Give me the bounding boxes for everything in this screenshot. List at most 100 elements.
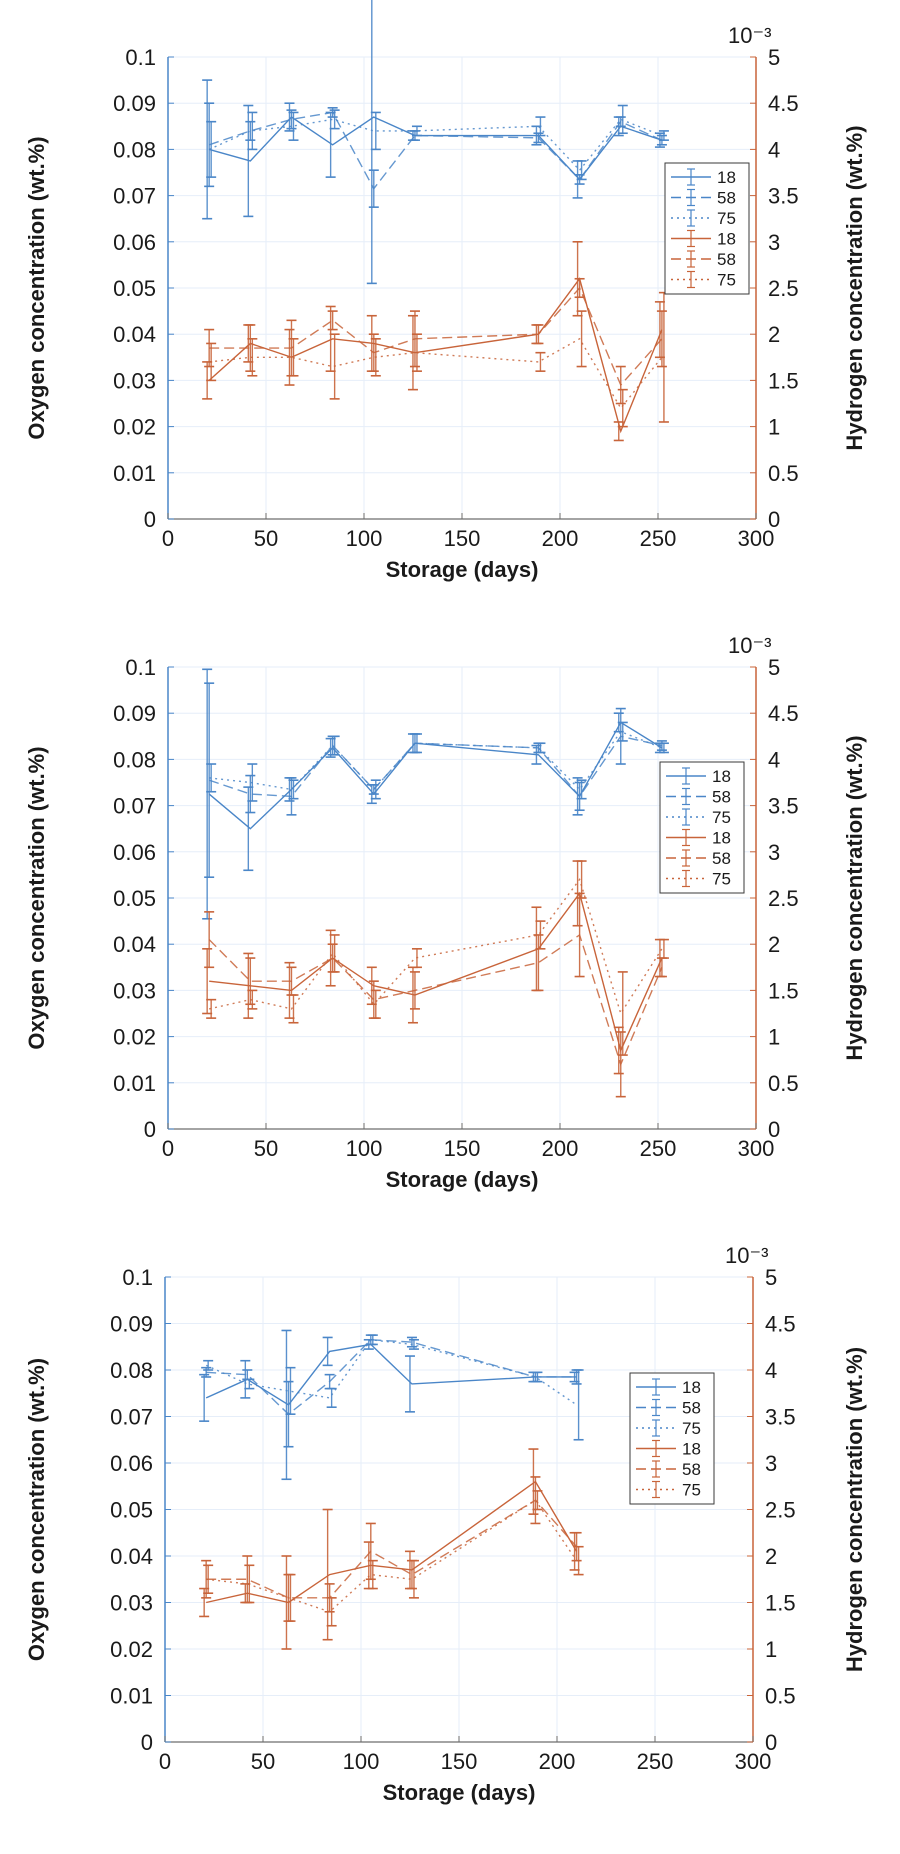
series-oxygen-18	[202, 0, 665, 285]
y-tick-label: 0.07	[113, 184, 156, 209]
x-tick-label: 50	[254, 526, 278, 551]
y-tick-label: 0	[144, 1117, 156, 1142]
legend-item: 18	[666, 767, 731, 786]
legend-item: 18	[636, 1440, 701, 1459]
y2-tick-label: 1.5	[768, 368, 799, 393]
y2-tick-label: 0	[768, 1117, 780, 1142]
legend-box	[629, 1372, 715, 1505]
series-hydrogen-75	[203, 1490, 584, 1627]
x-tick-label: 100	[346, 1136, 383, 1161]
legend-item: 75	[636, 1419, 701, 1438]
legend-label: 75	[682, 1419, 701, 1438]
series-hydrogen-75	[206, 860, 669, 1056]
y2-tick-label: 5	[765, 1265, 777, 1290]
y-tick-label: 0.09	[110, 1312, 153, 1337]
y-tick-label: 0.02	[113, 1025, 156, 1050]
x-tick-label: 200	[542, 526, 579, 551]
series-hydrogen-18	[202, 241, 665, 442]
series-line	[208, 277, 663, 434]
y2-tick-label: 2.5	[765, 1498, 796, 1523]
series-hydrogen-18	[202, 860, 665, 1075]
y-tick-label: 0.09	[113, 701, 156, 726]
series-hydrogen-75	[206, 291, 669, 428]
y2-tick-label: 4.5	[765, 1312, 796, 1337]
y-tick-label: 0.04	[113, 932, 156, 957]
x-tick-label: 0	[162, 526, 174, 551]
x-tick-label: 300	[735, 1749, 772, 1774]
y-tick-label: 0	[144, 507, 156, 532]
y-axis-title: Oxygen concentration (wt.%)	[24, 746, 49, 1049]
x-tick-label: 100	[346, 526, 383, 551]
x-tick-label: 150	[441, 1749, 478, 1774]
y2-axis-title: Hydrogen concentration (wt.%)	[842, 735, 867, 1060]
y2-tick-label: 0.5	[768, 1071, 799, 1096]
legend-label: 18	[717, 230, 736, 249]
y2-tick-label: 2.5	[768, 886, 799, 911]
y2-axis-title: Hydrogen concentration (wt.%)	[842, 1347, 867, 1672]
series-hydrogen-58	[204, 892, 667, 1098]
series-line	[208, 118, 663, 172]
legend-item: 18	[636, 1378, 701, 1397]
legend-label: 75	[712, 808, 731, 827]
x-tick-label: 150	[444, 526, 481, 551]
y2-tick-label: 0.5	[765, 1684, 796, 1709]
y-tick-label: 0	[141, 1730, 153, 1755]
series-line	[209, 730, 663, 791]
legend-item: 75	[636, 1481, 701, 1500]
series-line	[209, 286, 663, 387]
x-tick-label: 200	[539, 1749, 576, 1774]
y2-exponent: 10⁻³	[728, 23, 771, 48]
y-tick-label: 0.09	[113, 91, 156, 116]
series-line	[206, 1339, 577, 1416]
series-oxygen-75	[206, 721, 669, 802]
y2-tick-label: 3	[765, 1451, 777, 1476]
y-tick-label: 0.05	[113, 886, 156, 911]
legend-label: 75	[682, 1481, 701, 1500]
legend-label: 18	[712, 829, 731, 848]
y2-tick-label: 3.5	[768, 794, 799, 819]
series-line	[208, 111, 663, 190]
y2-tick-label: 1.5	[765, 1591, 796, 1616]
y2-tick-label: 1.5	[768, 978, 799, 1003]
legend-label: 58	[717, 250, 736, 269]
legend-item: 75	[671, 271, 736, 290]
y-tick-label: 0.08	[110, 1358, 153, 1383]
legend-item: 18	[671, 230, 736, 249]
y-tick-label: 0.01	[113, 461, 156, 486]
x-tick-label: 100	[343, 1749, 380, 1774]
y-tick-label: 0.02	[110, 1637, 153, 1662]
x-tick-label: 50	[254, 1136, 278, 1161]
legend-label: 75	[717, 209, 736, 228]
legend-item: 58	[671, 189, 736, 208]
y-tick-label: 0.03	[113, 368, 156, 393]
series-line	[208, 933, 663, 1067]
x-tick-label: 0	[162, 1136, 174, 1161]
series-oxygen-75	[206, 104, 669, 181]
series-line	[209, 891, 663, 1053]
y-tick-label: 0.02	[113, 415, 156, 440]
legend-item: 58	[671, 250, 736, 269]
series-oxygen-75	[203, 1334, 584, 1441]
x-tick-label: 200	[542, 1136, 579, 1161]
series-line	[208, 721, 663, 830]
legend-label: 18	[712, 767, 731, 786]
series-line	[206, 1499, 578, 1599]
y-axis-title: Oxygen concentration (wt.%)	[24, 136, 49, 439]
x-tick-label: 250	[637, 1749, 674, 1774]
chart-3: 0 50 100 150 200 250 30000.010.020.030.040.050…	[24, 1243, 867, 1805]
legend-label: 75	[712, 870, 731, 889]
y-tick-label: 0.04	[113, 322, 156, 347]
y-tick-label: 0.1	[125, 45, 156, 70]
legend-label: 18	[682, 1378, 701, 1397]
y2-tick-label: 0.5	[768, 461, 799, 486]
series-oxygen-18	[202, 668, 665, 920]
series-oxygen-18	[199, 1329, 580, 1481]
y-tick-label: 0.07	[113, 794, 156, 819]
y-tick-label: 0.05	[113, 276, 156, 301]
y-tick-label: 0.05	[110, 1498, 153, 1523]
y-tick-label: 0.06	[110, 1451, 153, 1476]
legend-label: 18	[682, 1440, 701, 1459]
